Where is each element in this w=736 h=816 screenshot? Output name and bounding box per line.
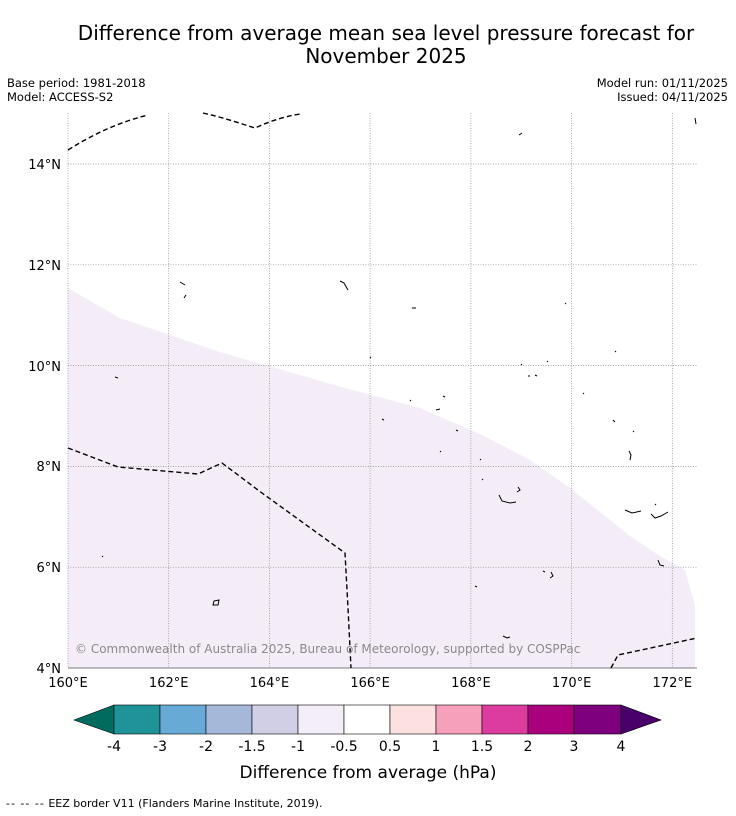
lon-label-170e: 170°E — [552, 676, 592, 691]
colorbar-tick: -1.5 — [238, 739, 265, 755]
title-line-2: November 2025 — [305, 44, 467, 68]
colorbar-low-arrow — [73, 704, 115, 735]
colorbar-tick: -4 — [107, 739, 121, 755]
eez-legend-marker: -- -- -- — [6, 797, 45, 810]
colorbar-tick: 1.5 — [471, 739, 493, 755]
islands — [101, 117, 697, 639]
eez-legend-text: EEZ border V11 (Flanders Marine Institut… — [48, 797, 323, 810]
colorbar-tick: -1 — [291, 739, 305, 755]
model-name: Model: ACCESS-S2 — [7, 90, 114, 104]
colorbar — [73, 704, 662, 735]
meta-right: Model run: 01/11/2025 Issued: 04/11/2025 — [597, 76, 728, 104]
longitude-labels: 160°E 162°E 164°E 166°E 168°E 170°E 172°… — [48, 676, 692, 691]
lon-label-162e: 162°E — [149, 676, 189, 691]
chart-title: Difference from average mean sea level p… — [0, 22, 736, 68]
colorbar-tick: 0.5 — [379, 739, 401, 755]
colorbar-tick: 1 — [432, 739, 441, 755]
lat-label-4n: 4°N — [37, 662, 62, 677]
title-line-1: Difference from average mean sea level p… — [77, 21, 695, 45]
lon-label-160e: 160°E — [48, 676, 88, 691]
colorbar-bin — [389, 704, 437, 735]
colorbar-bin — [297, 704, 345, 735]
lat-label-6n: 6°N — [37, 561, 62, 576]
colorbar-high-arrow — [620, 704, 662, 735]
meta-left: Base period: 1981-2018 Model: ACCESS-S2 — [7, 76, 146, 104]
anomaly-area — [68, 288, 695, 668]
latitude-labels: 14°N 12°N 10°N 8°N 6°N 4°N — [28, 158, 61, 677]
eez-borders — [67, 112, 698, 669]
model-run: Model run: 01/11/2025 — [596, 76, 728, 90]
lat-label-12n: 12°N — [28, 259, 61, 274]
lon-label-168e: 168°E — [451, 676, 491, 691]
issued-date: Issued: 04/11/2025 — [617, 90, 728, 104]
colorbar-ticks: -4 -3 -2 -1.5 -1 -0.5 0.5 1 1.5 2 3 4 — [107, 739, 626, 755]
colorbar-bin — [343, 704, 391, 735]
colorbar-label: Difference from average (hPa) — [240, 763, 497, 783]
colorbar-bin — [113, 704, 161, 735]
colorbar-tick: 4 — [617, 739, 626, 755]
colorbar-bin — [481, 704, 529, 735]
colorbar-bin — [435, 704, 483, 735]
colorbar-bin — [527, 704, 575, 735]
colorbar-bin — [573, 704, 622, 735]
colorbar-tick: -2 — [199, 739, 213, 755]
lat-label-10n: 10°N — [28, 360, 61, 375]
colorbar-tick: 2 — [524, 739, 533, 755]
colorbar-tick: -0.5 — [330, 739, 357, 755]
legend-footer: -- -- -- EEZ border V11 (Flanders Marine… — [6, 797, 322, 810]
lat-label-14n: 14°N — [28, 158, 61, 173]
lon-label-166e: 166°E — [350, 676, 390, 691]
colorbar-tick: -3 — [153, 739, 167, 755]
colorbar-tick: 3 — [570, 739, 579, 755]
colorbar-bin — [251, 704, 299, 735]
lon-label-172e: 172°E — [653, 676, 693, 691]
copyright-text: © Commonwealth of Australia 2025, Bureau… — [75, 642, 580, 656]
base-period: Base period: 1981-2018 — [7, 76, 146, 90]
grid-lines — [67, 113, 697, 668]
colorbar-bin — [205, 704, 253, 735]
lat-label-8n: 8°N — [37, 460, 62, 475]
lon-label-164e: 164°E — [250, 676, 290, 691]
colorbar-bin — [159, 704, 207, 735]
